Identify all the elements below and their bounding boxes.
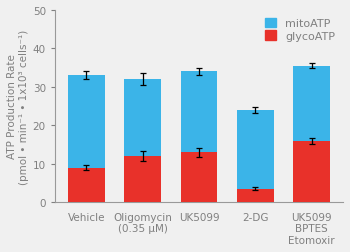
Bar	[181, 72, 217, 152]
Bar	[181, 152, 217, 202]
Bar	[293, 141, 330, 202]
Bar	[237, 110, 274, 189]
Bar	[124, 156, 161, 202]
Bar	[124, 80, 161, 156]
Bar	[293, 67, 330, 141]
Legend: mitoATP, glycoATP: mitoATP, glycoATP	[263, 16, 337, 44]
Y-axis label: ATP Production Rate
(pmol • min⁻¹ • 1x10³ cells⁻¹): ATP Production Rate (pmol • min⁻¹ • 1x10…	[7, 29, 29, 184]
Bar	[68, 76, 105, 168]
Bar	[237, 189, 274, 202]
Bar	[68, 168, 105, 202]
